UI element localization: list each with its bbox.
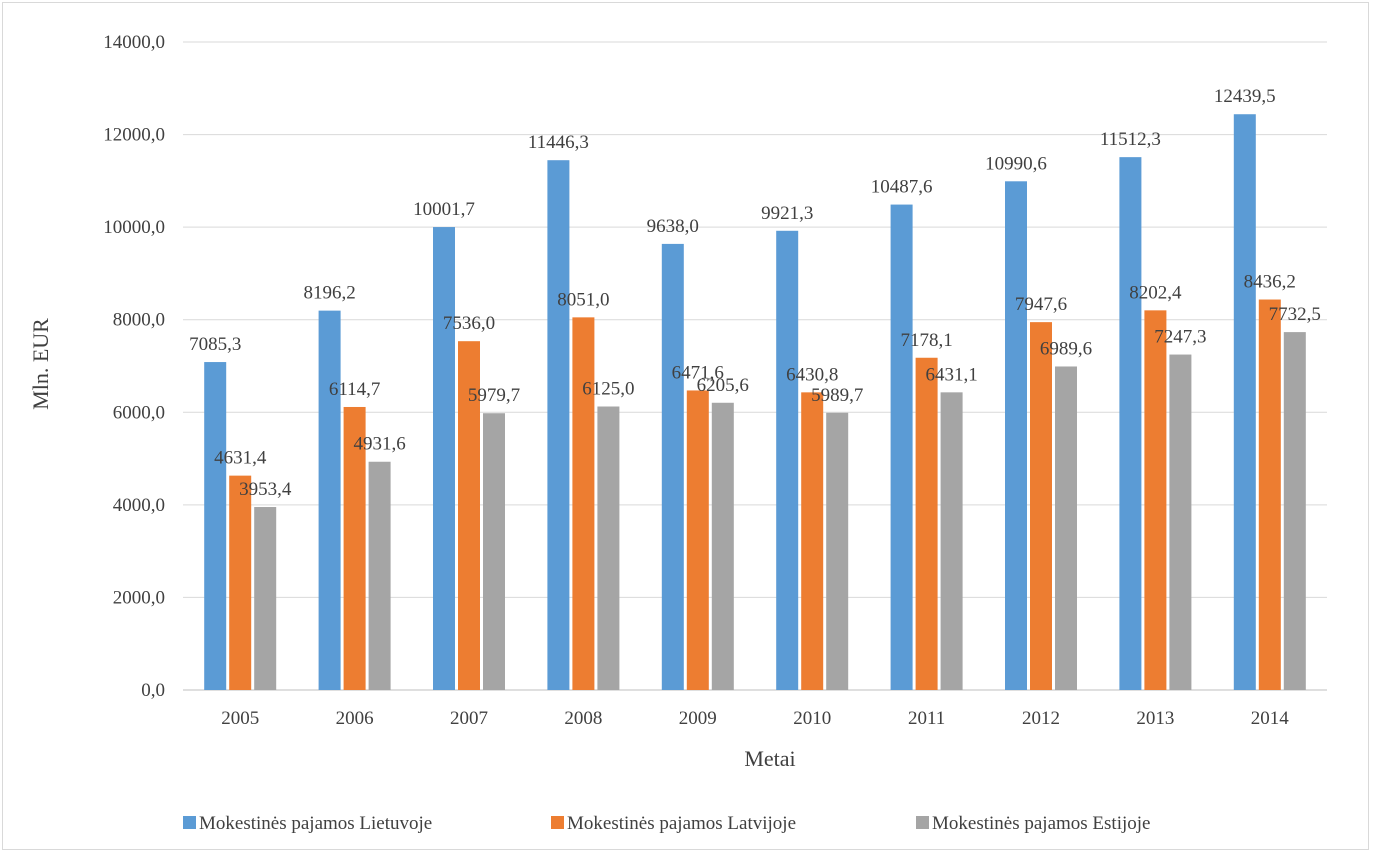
data-label: 8436,2 (1244, 272, 1296, 293)
bar (711, 402, 734, 690)
data-label: 4931,6 (353, 434, 405, 455)
bar (318, 310, 341, 690)
bar (597, 406, 620, 690)
x-axis-ticks: 2005 2006 2007 2008 2009 2010 2011 2012 2013 2014 (221, 708, 1289, 729)
bar (547, 160, 570, 690)
x-tick-label: 2011 (908, 708, 945, 729)
data-label: 11446,3 (528, 132, 589, 153)
bar (940, 392, 963, 690)
bar (1169, 354, 1192, 690)
y-tick-label: 12000,0 (103, 125, 165, 146)
y-tick-label: 8000,0 (113, 310, 165, 331)
y-axis-title: Mln. EUR (28, 318, 53, 410)
bar (1283, 332, 1306, 690)
data-label: 9638,0 (647, 216, 699, 237)
y-tick-label: 4000,0 (113, 495, 165, 516)
bar (1005, 181, 1027, 690)
x-tick-label: 2013 (1136, 708, 1174, 729)
bar (1233, 114, 1256, 690)
bar (1258, 299, 1281, 690)
bar (483, 413, 505, 690)
data-label: 4631,4 (214, 448, 267, 469)
bar (458, 341, 480, 690)
data-label: 7947,6 (1015, 294, 1067, 315)
y-tick-label: 14000,0 (103, 32, 165, 53)
data-label: 10990,6 (985, 153, 1047, 174)
bar (1030, 322, 1052, 690)
data-label: 6431,1 (925, 364, 977, 385)
data-label: 6471,6 (672, 362, 724, 383)
bar (1144, 310, 1167, 690)
bar (368, 461, 391, 690)
data-label: 6125,0 (582, 379, 634, 400)
y-tick-label: 0,0 (141, 680, 165, 701)
bar (229, 475, 252, 690)
legend-label: Mokestinės pajamos Latvijoje (567, 813, 796, 834)
data-label: 7247,3 (1154, 327, 1206, 348)
data-label: 3953,4 (239, 479, 292, 500)
legend-swatch (916, 816, 929, 829)
y-tick-label: 2000,0 (113, 587, 165, 608)
bar (686, 390, 709, 690)
bar (915, 357, 938, 690)
data-label: 10487,6 (871, 177, 933, 198)
data-label: 6114,7 (329, 379, 381, 400)
bar (801, 392, 824, 690)
bar (204, 362, 227, 690)
data-label: 5989,7 (811, 385, 863, 406)
bar (343, 406, 366, 690)
legend-swatch (551, 816, 564, 829)
x-axis-title: Metai (744, 746, 795, 771)
x-tick-label: 2006 (336, 708, 374, 729)
data-label: 8196,2 (303, 283, 355, 304)
bar (776, 230, 799, 691)
bar (890, 204, 913, 690)
x-tick-label: 2012 (1022, 708, 1060, 729)
x-tick-label: 2014 (1251, 708, 1290, 729)
data-label: 6205,6 (697, 375, 749, 396)
legend-label: Mokestinės pajamos Estijoje (932, 813, 1150, 834)
data-label: 7732,5 (1269, 304, 1321, 325)
legend: Mokestinės pajamos Lietuvoje Mokestinės p… (183, 813, 1150, 834)
bar (826, 412, 849, 690)
data-label: 7536,0 (443, 313, 495, 334)
bar (1119, 157, 1142, 691)
data-label: 9921,3 (761, 203, 813, 224)
x-tick-label: 2010 (793, 708, 831, 729)
bar (433, 227, 455, 690)
data-labels: 7085,3 4631,4 3953,4 8196,2 6114,7 4931,6 1000… (189, 86, 1321, 500)
data-label: 8051,0 (557, 289, 609, 310)
x-tick-label: 2005 (221, 708, 259, 729)
data-label: 6430,8 (786, 364, 838, 385)
x-tick-label: 2007 (450, 708, 488, 729)
data-label: 6989,6 (1040, 338, 1092, 359)
y-axis-ticks: 0,0 2000,0 4000,0 6000,0 8000,0 10000,0 12000,… (103, 32, 165, 701)
y-tick-label: 10000,0 (103, 217, 165, 238)
data-label: 8202,4 (1129, 282, 1182, 303)
bar (572, 317, 595, 690)
y-tick-label: 6000,0 (113, 402, 165, 423)
legend-swatch (183, 816, 196, 829)
data-label: 7085,3 (189, 334, 241, 355)
legend-label: Mokestinės pajamos Lietuvoje (199, 813, 432, 834)
data-label: 7178,1 (900, 330, 952, 351)
x-tick-label: 2008 (564, 708, 602, 729)
bar (254, 507, 277, 690)
data-label: 11512,3 (1100, 129, 1161, 150)
bars (204, 114, 1306, 691)
data-label: 12439,5 (1214, 86, 1276, 107)
data-label: 5979,7 (468, 385, 520, 406)
x-tick-label: 2009 (679, 708, 717, 729)
bar (661, 243, 684, 690)
bar (1055, 366, 1077, 690)
data-label: 10001,7 (413, 199, 475, 220)
